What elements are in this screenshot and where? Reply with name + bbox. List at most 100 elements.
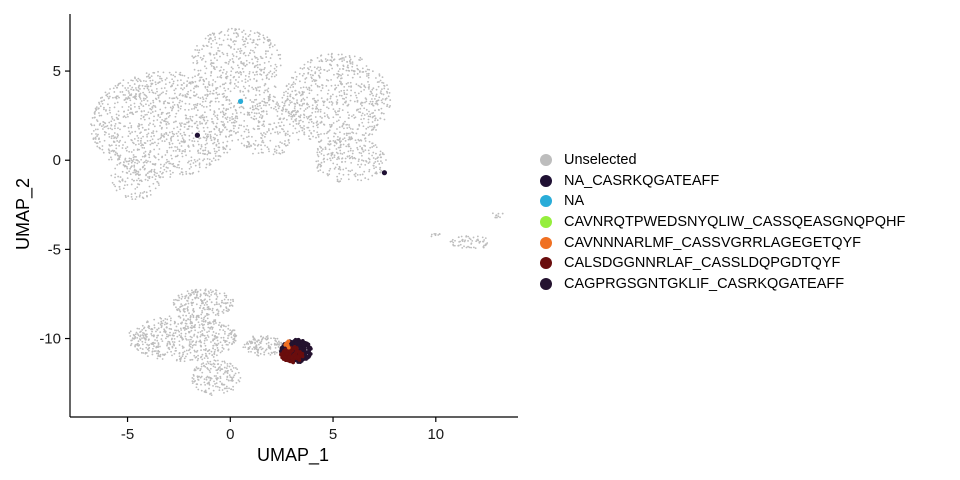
- point: [204, 344, 207, 347]
- point: [222, 373, 225, 375]
- point: [229, 362, 231, 365]
- point: [161, 79, 164, 82]
- point: [319, 72, 322, 75]
- point: [232, 60, 234, 63]
- point: [166, 149, 169, 152]
- point: [336, 152, 339, 155]
- point: [177, 109, 180, 112]
- point: [451, 238, 454, 241]
- point: [221, 346, 224, 349]
- point: [279, 53, 282, 56]
- point: [261, 134, 264, 136]
- point: [181, 122, 183, 125]
- legend-item: CAVNNNARLMF_CASSVGRRLAGEGETQYF: [538, 232, 905, 253]
- point: [338, 140, 341, 143]
- point: [322, 104, 325, 107]
- point: [136, 162, 139, 165]
- point: [202, 362, 205, 365]
- point: [173, 341, 176, 344]
- point: [269, 57, 272, 59]
- point: [273, 75, 276, 78]
- point: [347, 173, 350, 176]
- point: [178, 355, 181, 358]
- point: [179, 107, 182, 110]
- point: [262, 141, 265, 144]
- point: [263, 132, 265, 134]
- point: [139, 88, 141, 90]
- point: [201, 114, 204, 117]
- point: [147, 347, 150, 350]
- point: [269, 65, 272, 67]
- point: [239, 111, 242, 114]
- point: [197, 297, 200, 299]
- point: [152, 130, 155, 133]
- point: [139, 168, 142, 171]
- point: [150, 89, 153, 92]
- point: [218, 37, 221, 40]
- point: [175, 325, 178, 328]
- point: [318, 60, 321, 63]
- point: [146, 343, 149, 346]
- point: [126, 172, 129, 174]
- point: [227, 88, 230, 90]
- point: [105, 110, 107, 112]
- point: [110, 120, 113, 123]
- point: [223, 366, 226, 369]
- point: [303, 116, 306, 119]
- point: [130, 157, 132, 160]
- x-tick-label: 10: [427, 426, 444, 443]
- point: [172, 82, 175, 85]
- point: [269, 123, 272, 126]
- point: [194, 329, 197, 332]
- point: [287, 88, 290, 91]
- point: [228, 60, 230, 63]
- point: [151, 91, 154, 94]
- point: [173, 89, 176, 92]
- point: [344, 55, 347, 58]
- point: [360, 179, 363, 182]
- point: [216, 372, 219, 374]
- point: [98, 112, 100, 114]
- point: [168, 71, 171, 74]
- point: [101, 102, 104, 105]
- point: [281, 151, 284, 154]
- point: [170, 73, 173, 76]
- point: [98, 114, 101, 117]
- point: [198, 130, 200, 133]
- point: [196, 49, 199, 52]
- point: [203, 339, 206, 342]
- point: [194, 344, 197, 346]
- point: [125, 196, 127, 199]
- point: [225, 325, 227, 328]
- point: [214, 125, 217, 128]
- point: [331, 157, 334, 159]
- point: [191, 380, 194, 383]
- point: [275, 149, 278, 152]
- point: [302, 120, 304, 123]
- point: [236, 70, 239, 73]
- point: [287, 138, 290, 141]
- point: [226, 343, 229, 346]
- point: [121, 170, 124, 173]
- point: [195, 303, 198, 306]
- point: [146, 113, 148, 116]
- point: [115, 189, 118, 192]
- point: [303, 125, 305, 127]
- point: [226, 362, 229, 365]
- point: [208, 352, 211, 355]
- point: [170, 317, 172, 320]
- point: [228, 365, 231, 368]
- point: [153, 125, 156, 128]
- point: [187, 297, 190, 300]
- legend-swatch: [540, 174, 552, 187]
- point: [215, 66, 218, 68]
- point: [369, 90, 372, 93]
- point: [152, 163, 154, 166]
- point: [224, 112, 227, 115]
- point: [286, 133, 289, 136]
- point: [123, 110, 126, 113]
- point: [214, 36, 216, 39]
- point: [138, 96, 141, 99]
- point: [143, 118, 146, 121]
- point: [126, 184, 129, 186]
